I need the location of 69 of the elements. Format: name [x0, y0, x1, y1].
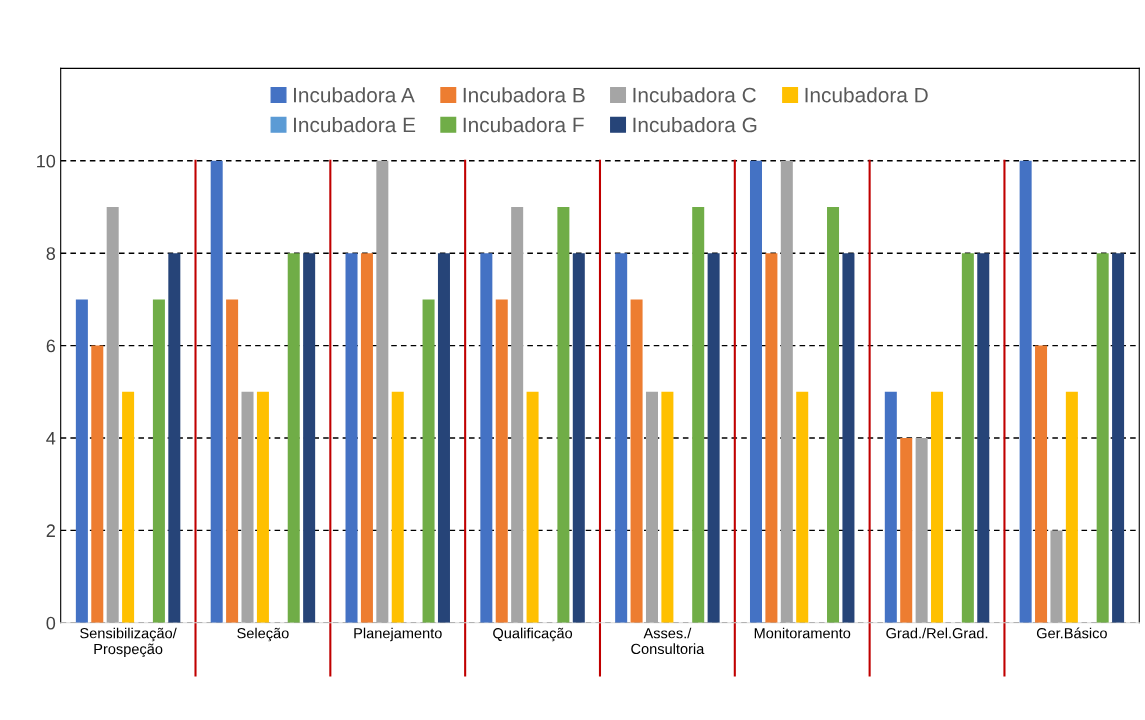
legend-label: Incubadora C — [633, 87, 756, 103]
bar — [1112, 253, 1125, 623]
bar — [661, 391, 674, 623]
legend-label: Incubadora E — [294, 116, 416, 133]
bar — [796, 391, 809, 623]
bar — [572, 253, 585, 623]
bar — [480, 253, 493, 623]
bar — [91, 345, 104, 623]
bar — [422, 299, 435, 623]
bar — [884, 391, 897, 623]
x-tick-label: Planejamento — [354, 627, 442, 642]
x-tick-label: Grad./Rel.Grad. — [886, 627, 988, 639]
y-tick-label: 4 — [46, 432, 56, 445]
bar — [692, 207, 705, 623]
bar — [977, 253, 990, 623]
y-tick-label: 6 — [46, 339, 56, 353]
bar — [1019, 160, 1032, 623]
bar — [780, 160, 793, 623]
bar — [152, 299, 165, 623]
bar — [526, 391, 539, 623]
bar — [241, 391, 254, 623]
bar — [707, 253, 720, 623]
bar — [287, 253, 300, 623]
bar — [210, 160, 223, 623]
bar — [511, 207, 524, 623]
bar — [765, 253, 778, 623]
legend-label: Incubadora B — [463, 87, 585, 103]
bar — [1050, 530, 1063, 623]
bar — [256, 391, 269, 623]
y-tick-label: 2 — [46, 524, 55, 537]
x-tick-label: Sensibilização/ Prospeção — [80, 627, 177, 658]
y-tick-label: 0 — [46, 616, 56, 630]
bar — [557, 207, 570, 623]
bar — [303, 253, 316, 623]
bar — [437, 253, 450, 623]
bar — [345, 253, 358, 623]
bar — [961, 253, 974, 623]
bar — [931, 391, 944, 623]
legend-label: Incubadora F — [463, 116, 584, 133]
bar — [645, 391, 658, 623]
bar — [1035, 345, 1048, 623]
bar — [749, 160, 762, 623]
bar — [376, 160, 389, 623]
bar — [495, 299, 508, 623]
bar — [630, 299, 643, 623]
y-tick-label: 8 — [46, 247, 56, 260]
bar — [226, 299, 239, 623]
bar — [827, 207, 840, 623]
y-tick-label: 10 — [37, 154, 56, 168]
bar — [168, 253, 181, 623]
x-tick-label: Asses./ Consultoria — [631, 627, 705, 655]
bar — [106, 207, 119, 623]
x-tick-label: Monitoramento — [754, 627, 851, 639]
bar — [1096, 253, 1109, 623]
bar — [915, 438, 928, 623]
x-tick-label: Ger.Básico — [1036, 627, 1107, 639]
bar — [1065, 391, 1078, 623]
legend-label: Incubadora A — [294, 87, 415, 103]
bar — [842, 253, 855, 623]
bar — [615, 253, 628, 623]
bar — [122, 391, 135, 623]
bar — [360, 253, 373, 623]
bar — [75, 299, 88, 623]
bar — [900, 438, 913, 623]
legend-label: Incubadora G — [633, 116, 757, 133]
x-tick-label: Seleção — [237, 627, 289, 642]
legend-label: Incubadora D — [805, 87, 928, 103]
x-tick-label: Qualificação — [493, 627, 573, 642]
bar — [391, 391, 404, 623]
